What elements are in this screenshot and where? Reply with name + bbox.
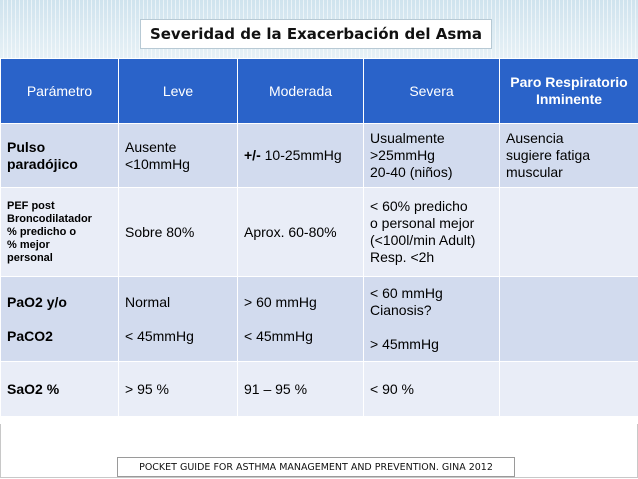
cell-line: 20-40 (niños): [370, 164, 453, 180]
header-paro: Paro Respiratorio Inminente: [499, 58, 638, 124]
param-cell: PaO2 y/o PaCO2: [0, 276, 119, 362]
cell-line: >25mmHg: [370, 147, 435, 163]
source-footer: POCKET GUIDE FOR ASTHMA MANAGEMENT AND P…: [117, 457, 515, 477]
cell-line: < 45mmHg: [244, 327, 313, 344]
table-row: PaO2 y/o PaCO2 Normal < 45mmHg > 60 mmHg…: [0, 276, 638, 362]
cell-line: PEF post: [7, 199, 55, 212]
moderada-cell: > 60 mmHg < 45mmHg: [237, 276, 364, 362]
cell-line: PaCO2: [7, 327, 53, 344]
cell-line: Resp. <2h: [370, 249, 435, 265]
cell-line: sugiere fatiga: [506, 147, 591, 163]
cell-line: < 45mmHg: [125, 327, 194, 344]
paro-cell: Ausencia sugiere fatiga muscular: [499, 123, 638, 188]
leve-cell: Ausente <10mmHg: [118, 123, 238, 188]
paro-cell: [499, 187, 638, 277]
cell-line: Ausente: [125, 138, 177, 155]
cell-line: % mejor: [7, 238, 50, 251]
cell-line: % predicho o: [7, 225, 77, 238]
severa-cell: Usualmente >25mmHg 20-40 (niños): [363, 123, 500, 188]
cell-line: <10mmHg: [125, 155, 190, 172]
header-parametro: Parámetro: [0, 58, 119, 124]
cell-line: (<100l/min Adult): [370, 232, 476, 248]
cell-line: muscular: [506, 164, 563, 180]
moderada-cell: +/- 10-25mmHg: [237, 123, 364, 188]
cell-prefix: +/-: [244, 147, 261, 163]
leve-cell: Normal < 45mmHg: [118, 276, 238, 362]
moderada-cell: 91 – 95 %: [237, 361, 364, 417]
cell-line: < 60 mmHg: [370, 285, 443, 301]
leve-cell: > 95 %: [118, 361, 238, 417]
cell-line: Usualmente: [370, 130, 445, 146]
param-cell: PEF post Broncodilatador % predicho o % …: [0, 187, 119, 277]
cell-line: PaO2 y/o: [7, 293, 67, 310]
severity-table: Parámetro Leve Moderada Severa Paro Resp…: [0, 58, 638, 417]
table-header-row: Parámetro Leve Moderada Severa Paro Resp…: [0, 58, 638, 124]
cell-line: Broncodilatador: [7, 212, 92, 225]
cell-line: Ausencia: [506, 130, 564, 146]
cell-line: > 45mmHg: [370, 336, 439, 352]
cell-line: personal: [7, 251, 53, 264]
cell-line: < 60% predicho: [370, 198, 468, 214]
paro-cell: [499, 361, 638, 417]
severa-cell: < 60% predicho o personal mejor (<100l/m…: [363, 187, 500, 277]
header-leve: Leve: [118, 58, 238, 124]
header-severa: Severa: [363, 58, 500, 124]
cell-line: Cianosis?: [370, 302, 432, 318]
severa-cell: < 60 mmHg Cianosis? > 45mmHg: [363, 276, 500, 362]
cell-line: Normal: [125, 293, 171, 310]
param-cell: SaO2 %: [0, 361, 119, 417]
header-moderada: Moderada: [237, 58, 364, 124]
cell-line: > 60 mmHg: [244, 293, 317, 310]
table-row: SaO2 % > 95 % 91 – 95 % < 90 %: [0, 361, 638, 417]
moderada-cell: Aprox. 60-80%: [237, 187, 364, 277]
leve-cell: Sobre 80%: [118, 187, 238, 277]
param-cell: Pulso paradójico: [0, 123, 119, 188]
paro-cell: [499, 276, 638, 362]
cell-line: 10-25mmHg: [264, 147, 342, 163]
slide-title: Severidad de la Exacerbación del Asma: [140, 19, 492, 49]
table-row: Pulso paradójico Ausente <10mmHg +/- 10-…: [0, 123, 638, 188]
table-row: PEF post Broncodilatador % predicho o % …: [0, 187, 638, 277]
severa-cell: < 90 %: [363, 361, 500, 417]
cell-line: o personal mejor: [370, 215, 475, 231]
